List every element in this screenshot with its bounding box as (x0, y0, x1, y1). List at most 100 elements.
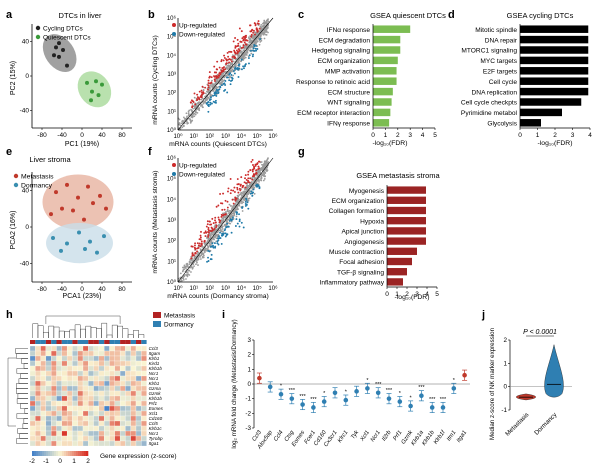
f-point-unchanged (185, 267, 187, 269)
e-point-0-7 (104, 206, 108, 211)
panel-i-ylabel: log₂ mRNA fold change (Metastasis/Dorman… (231, 319, 238, 448)
h-cell-11-2 (40, 400, 47, 407)
i-significance-5: *** (310, 397, 317, 403)
h-cell-9-12 (93, 390, 100, 397)
h-group-cell-17 (120, 340, 126, 344)
h-cell-1-14 (104, 350, 110, 357)
f-point-down (224, 232, 227, 235)
h-colorbar-step-7 (46, 451, 49, 456)
h-cell-5-20 (135, 370, 142, 377)
f-point-up (192, 254, 195, 257)
f-point-up (207, 235, 210, 238)
b-point-unchanged (266, 27, 269, 30)
b-point-up (236, 52, 239, 55)
h-cell-17-16 (114, 430, 121, 437)
h-colorbar-step-10 (52, 451, 55, 456)
f-point-up (222, 192, 225, 195)
f-point-up (236, 186, 239, 189)
h-cell-13-21 (141, 410, 147, 417)
f-point-unchanged (264, 175, 267, 178)
f-point-up (251, 170, 254, 173)
f-point-up (237, 191, 240, 194)
h-group-cell-10 (83, 340, 89, 344)
h-cell-7-15 (109, 380, 115, 387)
h-cell-10-17 (119, 395, 126, 402)
b-point-unchanged (229, 62, 232, 65)
f-point-up (199, 234, 202, 237)
h-cell-14-18 (125, 415, 131, 422)
i-significance-13: * (399, 391, 402, 397)
f-point-up (245, 182, 248, 185)
h-cell-9-4 (51, 390, 57, 397)
f-point-down (238, 213, 240, 216)
h-row-label-2: Klrb1 (149, 356, 160, 361)
b-point-up (210, 76, 213, 79)
h-cell-13-9 (77, 410, 84, 417)
h-cell-12-0 (29, 405, 36, 412)
f-point-up (217, 216, 220, 219)
h-cell-17-10 (82, 430, 89, 437)
h-cell-10-20 (135, 395, 142, 402)
b-point-unchanged (215, 82, 217, 84)
b-point-down (230, 74, 233, 76)
f-point-unchanged (215, 234, 218, 237)
b-point-up (249, 24, 251, 27)
h-cell-7-5 (56, 380, 62, 387)
h-cell-6-13 (98, 375, 105, 382)
b-point-unchanged (226, 67, 229, 70)
b-point-unchanged (249, 38, 251, 41)
b-point-unchanged (201, 106, 204, 109)
f-point-down (231, 216, 234, 219)
h-cell-8-8 (72, 385, 78, 392)
f-point-up (233, 191, 236, 193)
h-cell-17-8 (72, 430, 78, 437)
i-point-6 (321, 399, 327, 404)
f-point-unchanged (259, 179, 262, 181)
h-cell-6-14 (104, 375, 110, 382)
h-cell-4-5 (56, 365, 62, 372)
f-point-up (198, 238, 201, 241)
h-cell-17-6 (61, 430, 68, 437)
b-point-up (189, 101, 192, 104)
b-point-up (234, 45, 237, 48)
h-group-cell-1 (35, 340, 41, 344)
h-cell-5-19 (130, 370, 137, 377)
b-point-unchanged (204, 92, 207, 95)
h-cell-4-15 (109, 365, 115, 372)
f-diagonal (177, 157, 274, 283)
f-point-down (224, 235, 227, 238)
h-cell-9-13 (98, 390, 105, 397)
h-cell-2-2 (40, 355, 47, 362)
b-point-down (223, 89, 225, 92)
h-cell-12-7 (66, 405, 73, 412)
h-cell-3-20 (135, 360, 142, 367)
h-row-label-10: Klrb1b (149, 396, 163, 401)
h-cell-7-12 (93, 380, 100, 387)
c-bar-7 (373, 98, 392, 106)
f-point-up (234, 199, 237, 202)
f-point-up (255, 169, 258, 172)
i-point-1 (267, 384, 273, 390)
f-point-up (226, 206, 229, 209)
b-point-up (204, 86, 207, 89)
b-point-up (200, 94, 203, 97)
h-cell-12-1 (35, 405, 41, 412)
h-cell-9-14 (104, 390, 110, 397)
b-point-unchanged (232, 60, 235, 63)
panel-letter-e: e (6, 146, 12, 158)
h-colorbar-step-15 (62, 451, 65, 456)
i-point-0 (257, 375, 262, 381)
b-point-unchanged (238, 58, 241, 61)
b-point-up (234, 52, 237, 55)
h-cell-5-16 (114, 370, 121, 377)
h-cell-0-9 (77, 345, 84, 352)
f-point-down (249, 192, 252, 195)
b-point-up (234, 37, 237, 39)
b-point-unchanged (267, 20, 270, 23)
h-cell-15-4 (51, 420, 57, 427)
h-cell-3-0 (29, 360, 36, 367)
b-point-down (243, 67, 245, 70)
e-point-0-9 (82, 217, 86, 222)
h-cell-6-7 (66, 375, 73, 382)
b-point-down (212, 94, 214, 97)
